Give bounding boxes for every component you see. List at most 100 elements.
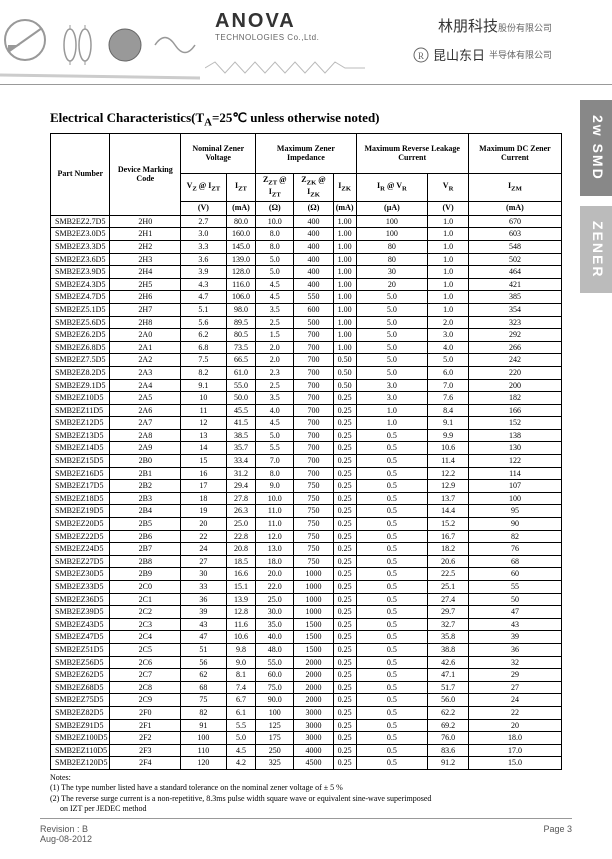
table-cell: 145.0 <box>226 240 256 253</box>
table-cell: 76.0 <box>428 732 469 745</box>
table-cell: 4.0 <box>428 341 469 354</box>
table-cell: 30 <box>181 568 226 581</box>
table-cell: 3000 <box>294 719 334 732</box>
table-cell: 0.5 <box>356 631 428 644</box>
table-cell: SMB2EZ33D5 <box>51 581 110 594</box>
table-cell: 2C8 <box>110 681 181 694</box>
table-cell: 400 <box>294 278 334 291</box>
table-cell: 3000 <box>294 706 334 719</box>
table-cell: SMB2EZ91D5 <box>51 719 110 732</box>
table-cell: 20 <box>181 518 226 531</box>
table-cell: 20 <box>468 719 561 732</box>
table-cell: 1.0 <box>428 266 469 279</box>
table-row: SMB2EZ5.6D52H85.689.52.55001.005.02.0323 <box>51 316 562 329</box>
page-number: Page 3 <box>543 824 572 844</box>
table-cell: SMB2EZ19D5 <box>51 505 110 518</box>
col-unit: (µA) <box>356 201 428 215</box>
side-tab-category: 2w SMD <box>580 100 612 196</box>
table-cell: 323 <box>468 316 561 329</box>
table-cell: SMB2EZ3.0D5 <box>51 228 110 241</box>
table-cell: 2F1 <box>110 719 181 732</box>
table-cell: 0.25 <box>333 467 356 480</box>
table-cell: 13.9 <box>226 593 256 606</box>
table-cell: 2B4 <box>110 505 181 518</box>
table-cell: 4.5 <box>256 417 294 430</box>
table-cell: 15.0 <box>468 757 561 770</box>
revision-label: Revision : B <box>40 824 92 834</box>
table-cell: 15.2 <box>428 518 469 531</box>
table-cell: 5.0 <box>356 354 428 367</box>
table-cell: SMB2EZ3.9D5 <box>51 266 110 279</box>
table-cell: 11.4 <box>428 455 469 468</box>
table-cell: 2A5 <box>110 392 181 405</box>
table-cell: 3.9 <box>181 266 226 279</box>
table-cell: 1.00 <box>333 240 356 253</box>
table-cell: 55.0 <box>256 656 294 669</box>
table-cell: 548 <box>468 240 561 253</box>
table-cell: 5.0 <box>256 266 294 279</box>
table-cell: 2C3 <box>110 618 181 631</box>
table-cell: 2B5 <box>110 518 181 531</box>
table-row: SMB2EZ15D52B01533.47.07000.250.511.4122 <box>51 455 562 468</box>
table-cell: 2B2 <box>110 480 181 493</box>
table-cell: 166 <box>468 404 561 417</box>
table-cell: 2.0 <box>256 354 294 367</box>
table-cell: 60.0 <box>256 669 294 682</box>
table-cell: 160.0 <box>226 228 256 241</box>
table-cell: 1.0 <box>428 240 469 253</box>
side-tab-type: ZENER <box>580 206 612 293</box>
table-cell: 0.5 <box>356 656 428 669</box>
table-cell: SMB2EZ22D5 <box>51 530 110 543</box>
table-cell: 8.0 <box>256 240 294 253</box>
table-cell: SMB2EZ51D5 <box>51 643 110 656</box>
table-cell: 10.0 <box>256 215 294 228</box>
table-cell: 0.5 <box>356 429 428 442</box>
table-cell: 0.5 <box>356 593 428 606</box>
table-row: SMB2EZ68D52C8687.475.020000.250.551.727 <box>51 681 562 694</box>
table-cell: 2A1 <box>110 341 181 354</box>
note-2: (2) The reverse surge current is a non-r… <box>50 794 562 804</box>
table-cell: 2H8 <box>110 316 181 329</box>
table-cell: 25.0 <box>226 518 256 531</box>
characteristics-table: Part Number Device Marking Code Nominal … <box>50 133 562 770</box>
col-marking: Device Marking Code <box>110 133 181 215</box>
footer-left: Revision : B Aug-08-2012 <box>40 824 92 844</box>
table-cell: 700 <box>294 329 334 342</box>
table-cell: SMB2EZ62D5 <box>51 669 110 682</box>
table-cell: 5.0 <box>356 341 428 354</box>
header-graphic-icon <box>0 10 200 80</box>
table-cell: 0.25 <box>333 543 356 556</box>
note-1: (1) The type number listed have a standa… <box>50 783 562 793</box>
table-cell: 0.25 <box>333 568 356 581</box>
table-cell: 2H6 <box>110 291 181 304</box>
notes-label: Notes: <box>50 773 562 783</box>
table-cell: 0.25 <box>333 681 356 694</box>
table-row: SMB2EZ120D52F41204.232545000.250.591.215… <box>51 757 562 770</box>
table-cell: 5.6 <box>181 316 226 329</box>
table-cell: 6.8 <box>181 341 226 354</box>
table-cell: 139.0 <box>226 253 256 266</box>
table-cell: 80 <box>356 253 428 266</box>
table-cell: 0.25 <box>333 618 356 631</box>
col-unit: (Ω) <box>256 201 294 215</box>
table-cell: 2A3 <box>110 366 181 379</box>
table-cell: SMB2EZ10D5 <box>51 392 110 405</box>
table-cell: 750 <box>294 543 334 556</box>
table-cell: 10.0 <box>256 492 294 505</box>
table-cell: 9.1 <box>181 379 226 392</box>
table-cell: 0.5 <box>356 480 428 493</box>
table-cell: 2.0 <box>428 316 469 329</box>
table-cell: 20.6 <box>428 555 469 568</box>
col-symbol: IZM <box>468 173 561 201</box>
table-cell: 62 <box>181 669 226 682</box>
table-cell: 18 <box>181 492 226 505</box>
table-cell: 55 <box>468 581 561 594</box>
cr-logo-icon: R <box>413 47 429 63</box>
table-cell: SMB2EZ8.2D5 <box>51 366 110 379</box>
table-cell: 91 <box>181 719 226 732</box>
table-cell: 14.4 <box>428 505 469 518</box>
table-row: SMB2EZ82D52F0826.110030000.250.562.222 <box>51 706 562 719</box>
table-cell: 47 <box>468 606 561 619</box>
table-cell: 4.2 <box>226 757 256 770</box>
table-cell: 0.5 <box>356 555 428 568</box>
